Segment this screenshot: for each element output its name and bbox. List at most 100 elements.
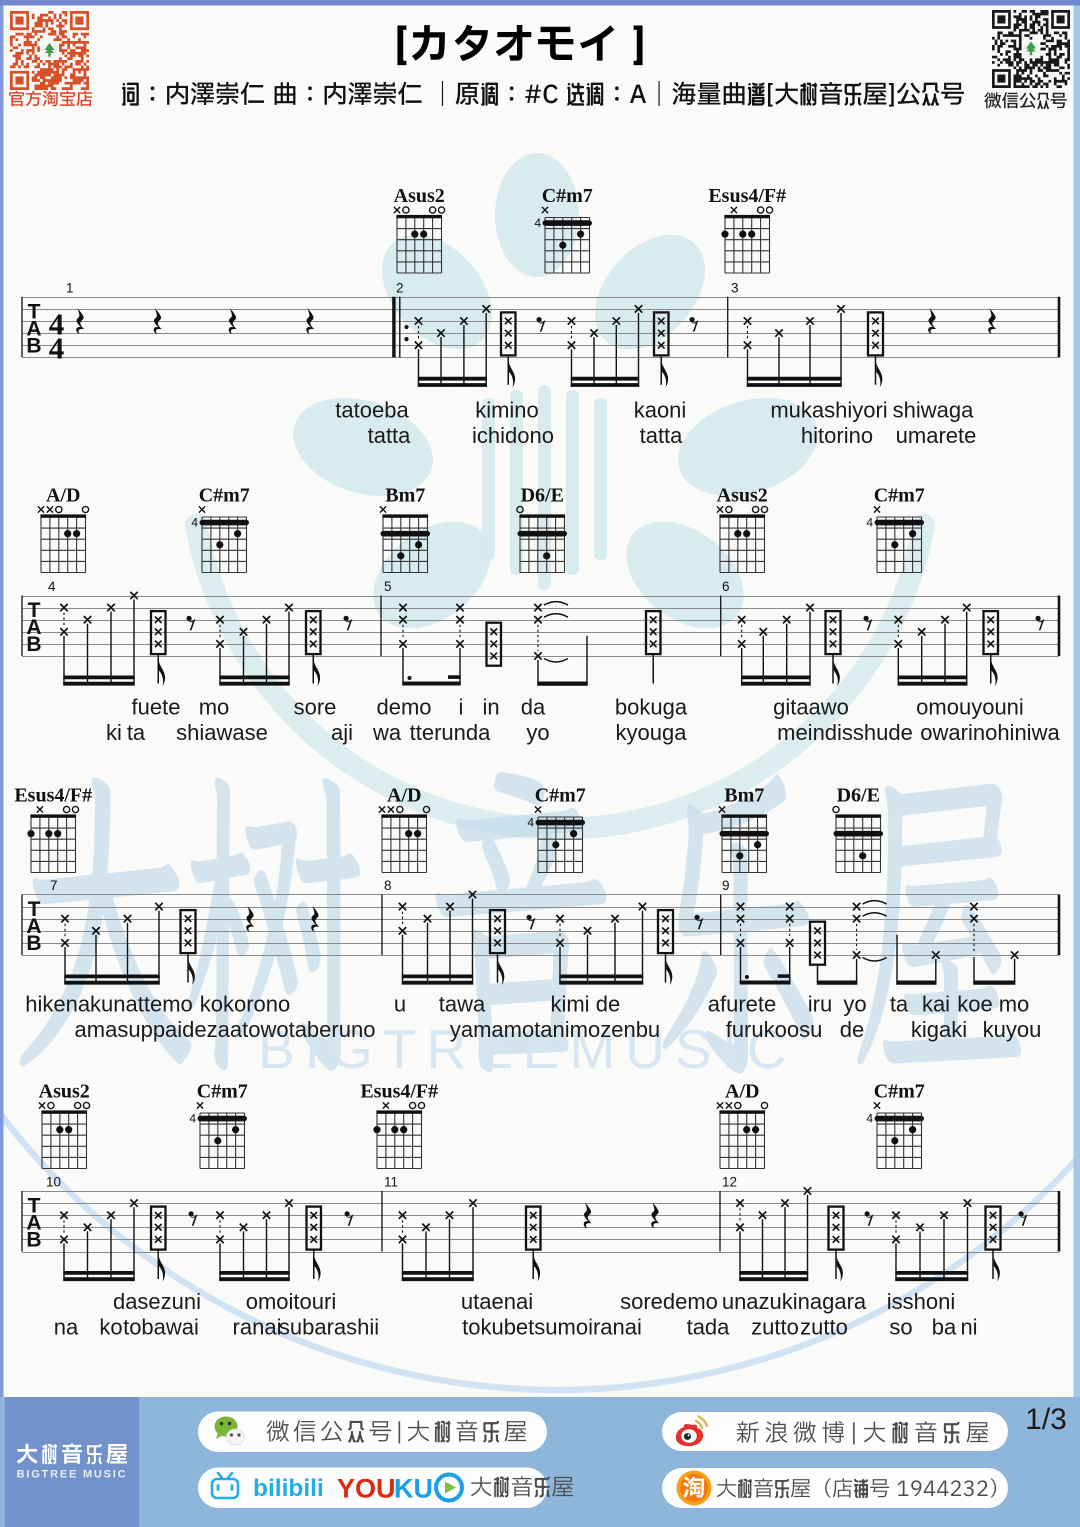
svg-text:tawa: tawa	[439, 992, 486, 1017]
svg-text:gitaawo: gitaawo	[773, 695, 849, 720]
svg-text:zutto: zutto	[800, 1315, 848, 1340]
svg-text:7: 7	[50, 878, 58, 893]
svg-text:tokubetsumoiranai: tokubetsumoiranai	[462, 1315, 642, 1340]
svg-text:in: in	[482, 695, 499, 720]
svg-text:ichidono: ichidono	[472, 423, 554, 448]
svg-text:tobawai: tobawai	[123, 1315, 199, 1340]
svg-text:6: 6	[722, 579, 730, 594]
svg-text:tada: tada	[687, 1315, 731, 1340]
svg-text:i: i	[459, 695, 464, 720]
svg-text:ni: ni	[960, 1315, 977, 1340]
svg-text:4: 4	[534, 216, 541, 230]
svg-text:da: da	[521, 695, 546, 720]
svg-text:ba: ba	[932, 1315, 957, 1340]
svg-text:ta: ta	[890, 992, 909, 1017]
svg-text:4: 4	[189, 1112, 196, 1126]
svg-text:hitorino: hitorino	[801, 423, 873, 448]
svg-text:2: 2	[396, 280, 404, 295]
svg-text:C#m7: C#m7	[197, 1081, 248, 1103]
svg-text:B: B	[26, 1229, 41, 1252]
svg-text:12: 12	[722, 1175, 737, 1190]
svg-text:omoitouri: omoitouri	[246, 1289, 336, 1314]
svg-text:subarashii: subarashii	[279, 1315, 379, 1340]
svg-text:4: 4	[866, 1112, 873, 1126]
svg-text:bilibili: bilibili	[253, 1475, 324, 1502]
svg-text:kokorono: kokorono	[200, 992, 291, 1017]
svg-text:u: u	[394, 992, 406, 1017]
svg-text:3: 3	[731, 280, 739, 295]
svg-text:iru: iru	[808, 992, 832, 1017]
svg-text:Bm7: Bm7	[385, 485, 425, 507]
svg-text:A: A	[26, 915, 41, 938]
svg-text:C#m7: C#m7	[874, 1081, 925, 1103]
svg-text:C#m7: C#m7	[199, 485, 250, 507]
svg-text:zutto: zutto	[751, 1315, 799, 1340]
svg-text:omouyouni: omouyouni	[916, 695, 1024, 720]
svg-text:na: na	[54, 1315, 79, 1340]
svg-text:Asus2: Asus2	[394, 185, 445, 207]
svg-text:KU: KU	[394, 1474, 433, 1504]
svg-text:Esus4/F#: Esus4/F#	[708, 185, 786, 207]
svg-text:Bm7: Bm7	[724, 785, 764, 807]
svg-text:A/D: A/D	[387, 785, 421, 807]
svg-text:A: A	[26, 616, 41, 639]
svg-text:ta: ta	[127, 720, 146, 745]
svg-text:tatta: tatta	[640, 423, 684, 448]
svg-text:4: 4	[48, 579, 56, 594]
svg-text:umarete: umarete	[896, 423, 977, 448]
svg-text:BIGTREEMUSIC: BIGTREEMUSIC	[258, 1018, 797, 1080]
svg-text:kigaki: kigaki	[911, 1017, 967, 1042]
svg-text:D6/E: D6/E	[837, 785, 880, 807]
svg-text:9: 9	[722, 878, 730, 893]
svg-text:A: A	[26, 317, 41, 340]
svg-text:C#m7: C#m7	[535, 785, 586, 807]
svg-text:de: de	[840, 1017, 864, 1042]
svg-text:T: T	[28, 1195, 41, 1218]
svg-text:owarinohiniwa: owarinohiniwa	[920, 720, 1060, 745]
svg-text:8: 8	[384, 878, 392, 893]
svg-text:yo: yo	[843, 992, 866, 1017]
svg-text:5: 5	[384, 579, 392, 594]
svg-text:mo: mo	[199, 695, 230, 720]
svg-text:A/D: A/D	[725, 1081, 759, 1103]
svg-text:demo: demo	[376, 695, 431, 720]
svg-text:isshoni: isshoni	[887, 1289, 955, 1314]
svg-text:tatta: tatta	[368, 423, 412, 448]
svg-text:kai: kai	[922, 992, 950, 1017]
svg-text:kyouga: kyouga	[616, 720, 688, 745]
svg-text:mukashiyori: mukashiyori	[770, 398, 887, 423]
svg-text:BIGTREE MUSIC: BIGTREE MUSIC	[17, 1469, 128, 1481]
svg-text:B: B	[26, 334, 41, 357]
svg-text:Asus2: Asus2	[717, 485, 768, 507]
svg-text:4: 4	[49, 330, 65, 365]
svg-text:mo: mo	[999, 992, 1030, 1017]
svg-text:10: 10	[46, 1175, 61, 1190]
svg-text:yamamotanimozenbu: yamamotanimozenbu	[450, 1017, 660, 1042]
svg-text:ranai: ranai	[233, 1315, 282, 1340]
svg-text:A/D: A/D	[46, 485, 80, 507]
svg-text:Asus2: Asus2	[39, 1081, 90, 1103]
svg-text:C#m7: C#m7	[874, 485, 925, 507]
svg-text:11: 11	[384, 1175, 398, 1190]
svg-text:Esus4/F#: Esus4/F#	[14, 785, 92, 807]
svg-text:C#m7: C#m7	[542, 185, 593, 207]
svg-text:so: so	[889, 1315, 912, 1340]
svg-text:fuete: fuete	[132, 695, 181, 720]
svg-text:koe: koe	[957, 992, 992, 1017]
svg-text:meindisshude: meindisshude	[777, 720, 913, 745]
svg-text:A: A	[26, 1212, 41, 1235]
svg-text:4: 4	[191, 516, 198, 530]
svg-text:unazukinagara: unazukinagara	[722, 1289, 867, 1314]
svg-text:1/3: 1/3	[1025, 1403, 1067, 1436]
svg-text:ko: ko	[99, 1315, 122, 1340]
svg-text:kaoni: kaoni	[634, 398, 687, 423]
svg-text:afurete: afurete	[708, 992, 777, 1017]
svg-text:T: T	[28, 599, 41, 622]
svg-text:bokuga: bokuga	[615, 695, 688, 720]
svg-text:T: T	[28, 898, 41, 921]
svg-text:shiawase: shiawase	[176, 720, 268, 745]
svg-text:aji: aji	[331, 720, 353, 745]
svg-text:utaenai: utaenai	[461, 1289, 533, 1314]
svg-text:kimi: kimi	[550, 992, 589, 1017]
svg-text:kuyou: kuyou	[983, 1017, 1042, 1042]
